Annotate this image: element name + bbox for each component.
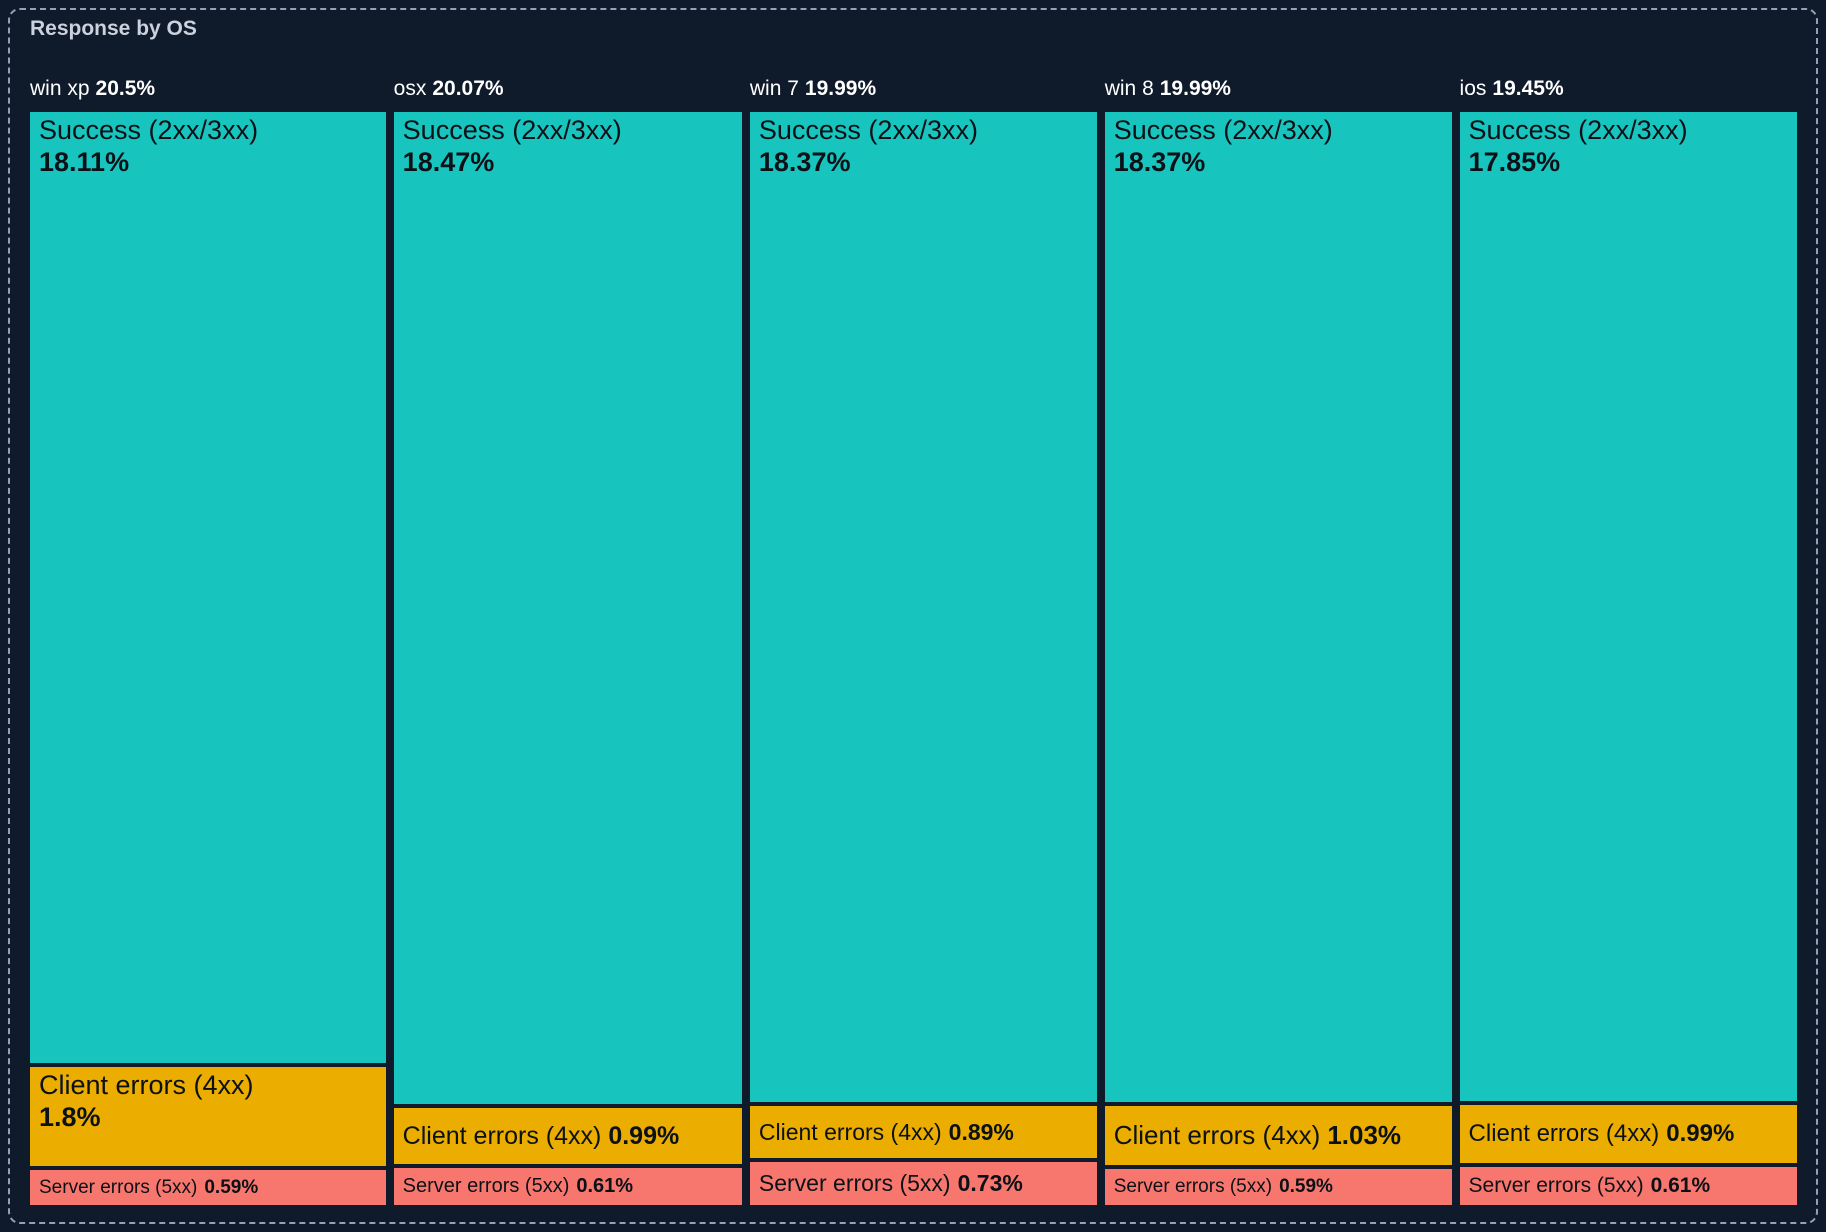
cell-value: 1.8% bbox=[39, 1101, 101, 1132]
column-header-win-xp[interactable]: win xp 20.5% bbox=[30, 76, 386, 102]
cell-label: Success (2xx/3xx) bbox=[1113, 115, 1333, 145]
cell-value: 0.61% bbox=[576, 1175, 634, 1198]
cell-label: Success (2xx/3xx) bbox=[1468, 115, 1688, 145]
column-header-win-8[interactable]: win 8 19.99% bbox=[1105, 76, 1452, 102]
os-share: 19.99% bbox=[1159, 77, 1231, 100]
os-name: osx bbox=[393, 77, 427, 100]
cell-label: Server errors (5xx) bbox=[1113, 1176, 1273, 1198]
panel-title: Response by OS bbox=[30, 17, 197, 40]
treemap-cell-server-errors[interactable]: Server errors (5xx) 0.73% bbox=[749, 1161, 1097, 1205]
os-share: 19.99% bbox=[804, 77, 877, 100]
cell-value: 0.59% bbox=[204, 1176, 259, 1198]
treemap-cell-client-errors[interactable]: Client errors (4xx) 0.99% bbox=[393, 1107, 742, 1165]
treemap-cell-success[interactable]: Success (2xx/3xx) 18.11% bbox=[30, 112, 386, 1064]
treemap-column-osx: osx 20.07% Success (2xx/3xx) 18.47% Client… bbox=[393, 76, 742, 1205]
cell-value: 18.37% bbox=[758, 146, 851, 177]
treemap-column-ios: ios 19.45% Success (2xx/3xx) 17.85% Client… bbox=[1459, 76, 1797, 1205]
column-stack: Success (2xx/3xx) 18.37% Client errors (4… bbox=[749, 112, 1097, 1205]
treemap-column-win-7: win 7 19.99% Success (2xx/3xx) 18.37% Clie… bbox=[749, 76, 1097, 1205]
treemap-cell-success[interactable]: Success (2xx/3xx) 18.47% bbox=[393, 112, 742, 1104]
cell-label: Client errors (4xx) bbox=[1468, 1120, 1660, 1148]
treemap-cell-client-errors[interactable]: Client errors (4xx) 0.89% bbox=[749, 1106, 1097, 1158]
cell-label: Client errors (4xx) bbox=[39, 1070, 254, 1101]
cell-label: Success (2xx/3xx) bbox=[39, 115, 259, 145]
cell-label: Success (2xx/3xx) bbox=[758, 115, 978, 145]
treemap-column-win-xp: win xp 20.5% Success (2xx/3xx) 18.11% Clie… bbox=[30, 76, 386, 1205]
column-stack: Success (2xx/3xx) 17.85% Client errors (4… bbox=[1459, 112, 1797, 1205]
treemap-column-win-8: win 8 19.99% Success (2xx/3xx) 18.37% Clie… bbox=[1104, 76, 1452, 1205]
column-header-ios[interactable]: ios 19.45% bbox=[1460, 76, 1797, 102]
cell-value: 0.89% bbox=[948, 1118, 1014, 1145]
cell-label: Client errors (4xx) bbox=[402, 1121, 602, 1150]
column-header-osx[interactable]: osx 20.07% bbox=[394, 76, 742, 102]
treemap-chart: win xp 20.5% Success (2xx/3xx) 18.11% Clie… bbox=[30, 76, 1797, 1205]
cell-label: Client errors (4xx) bbox=[758, 1118, 942, 1145]
os-name: win 8 bbox=[1104, 77, 1154, 100]
treemap-cell-server-errors[interactable]: Server errors (5xx) 0.59% bbox=[30, 1170, 386, 1205]
cell-label: Server errors (5xx) bbox=[39, 1176, 198, 1198]
cell-label: Client errors (4xx) bbox=[1113, 1119, 1321, 1150]
treemap-cell-server-errors[interactable]: Server errors (5xx) 0.61% bbox=[1459, 1167, 1797, 1205]
treemap-cell-client-errors[interactable]: Client errors (4xx) 1.8% bbox=[30, 1067, 386, 1167]
treemap-cell-server-errors[interactable]: Server errors (5xx) 0.59% bbox=[1104, 1169, 1452, 1205]
column-stack: Success (2xx/3xx) 18.47% Client errors (4… bbox=[393, 112, 742, 1205]
cell-value: 0.61% bbox=[1650, 1174, 1711, 1198]
cell-label: Server errors (5xx) bbox=[758, 1170, 951, 1197]
cell-value: 18.47% bbox=[402, 146, 495, 177]
treemap-cell-client-errors[interactable]: Client errors (4xx) 1.03% bbox=[1104, 1106, 1452, 1166]
cell-label: Server errors (5xx) bbox=[1468, 1174, 1644, 1198]
cell-value: 18.37% bbox=[1113, 146, 1206, 177]
treemap-cell-success[interactable]: Success (2xx/3xx) 17.85% bbox=[1459, 112, 1797, 1101]
column-stack: Success (2xx/3xx) 18.11% Client errors (4… bbox=[30, 112, 386, 1205]
cell-value: 1.03% bbox=[1327, 1119, 1402, 1150]
treemap-cell-client-errors[interactable]: Client errors (4xx) 0.99% bbox=[1459, 1104, 1797, 1164]
os-name: ios bbox=[1459, 77, 1487, 100]
column-header-win-7[interactable]: win 7 19.99% bbox=[750, 76, 1097, 102]
os-name: win xp bbox=[30, 77, 90, 100]
treemap-cell-success[interactable]: Success (2xx/3xx) 18.37% bbox=[1104, 112, 1452, 1103]
cell-value: 17.85% bbox=[1468, 146, 1561, 177]
cell-label: Success (2xx/3xx) bbox=[402, 115, 622, 145]
cell-value: 0.59% bbox=[1279, 1176, 1333, 1198]
treemap-cell-success[interactable]: Success (2xx/3xx) 18.37% bbox=[749, 112, 1097, 1103]
os-name: win 7 bbox=[749, 77, 799, 100]
cell-value: 18.11% bbox=[39, 146, 130, 177]
cell-value: 0.99% bbox=[608, 1121, 680, 1150]
cell-value: 0.99% bbox=[1666, 1120, 1735, 1148]
cell-value: 0.73% bbox=[957, 1170, 1023, 1197]
os-share: 19.45% bbox=[1492, 77, 1564, 100]
column-stack: Success (2xx/3xx) 18.37% Client errors (4… bbox=[1104, 112, 1452, 1205]
os-share: 20.5% bbox=[95, 77, 156, 100]
treemap-cell-server-errors[interactable]: Server errors (5xx) 0.61% bbox=[393, 1168, 742, 1205]
cell-label: Server errors (5xx) bbox=[402, 1175, 570, 1198]
os-share: 20.07% bbox=[432, 77, 504, 100]
